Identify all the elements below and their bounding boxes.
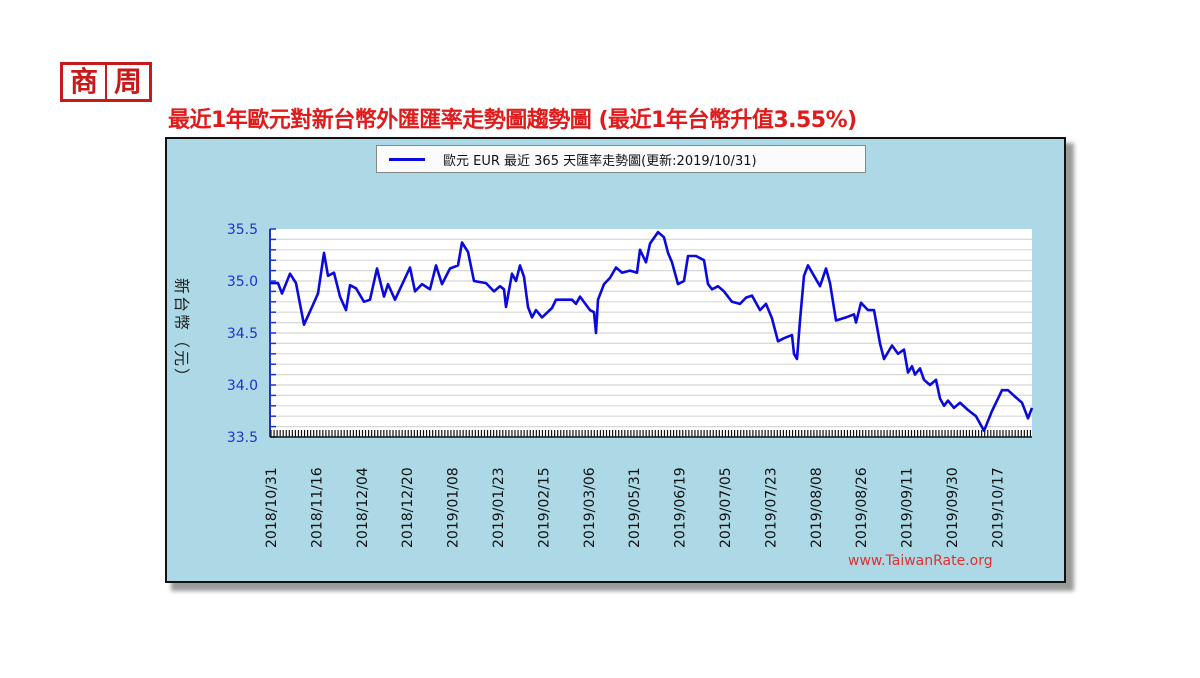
svg-text:2019/07/23: 2019/07/23 xyxy=(763,467,779,548)
svg-text:2019/09/11: 2019/09/11 xyxy=(900,467,916,548)
svg-text:2019/08/26: 2019/08/26 xyxy=(854,467,870,548)
svg-text:34.5: 34.5 xyxy=(227,326,258,342)
svg-text:2019/08/08: 2019/08/08 xyxy=(809,467,825,548)
svg-text:33.5: 33.5 xyxy=(227,430,258,446)
headline: 最近1年歐元對新台幣外匯匯率走勢圖趨勢圖 (最近1年台幣升值3.55%) xyxy=(168,108,857,133)
logo: 商 周 xyxy=(60,62,152,102)
y-axis-label: 新台幣（元） xyxy=(172,278,191,386)
svg-text:2019/02/15: 2019/02/15 xyxy=(536,467,552,548)
gridlines xyxy=(270,238,1032,428)
svg-text:2019/03/06: 2019/03/06 xyxy=(582,467,598,548)
y-axis: 35.5 35.0 34.5 34.0 33.5 xyxy=(227,222,276,446)
svg-text:2019/09/30: 2019/09/30 xyxy=(945,467,961,548)
svg-text:2018/12/04: 2018/12/04 xyxy=(355,467,371,548)
svg-text:35.0: 35.0 xyxy=(227,274,258,290)
logo-char-2: 周 xyxy=(107,65,149,99)
svg-text:2019/05/31: 2019/05/31 xyxy=(627,467,643,548)
legend-label: 歐元 EUR 最近 365 天匯率走勢圖(更新:2019/10/31) xyxy=(443,153,757,169)
svg-text:2019/07/05: 2019/07/05 xyxy=(718,467,734,548)
svg-text:34.0: 34.0 xyxy=(227,378,258,394)
svg-text:2019/01/08: 2019/01/08 xyxy=(446,467,462,548)
svg-text:2018/11/16: 2018/11/16 xyxy=(309,467,325,548)
x-axis: 2018/10/31 2018/11/16 2018/12/04 2018/12/20… xyxy=(264,430,1032,548)
logo-char-1: 商 xyxy=(63,65,105,99)
legend-swatch xyxy=(389,157,425,161)
svg-text:2019/06/19: 2019/06/19 xyxy=(673,467,689,548)
svg-text:2018/10/31: 2018/10/31 xyxy=(264,467,280,548)
legend: 歐元 EUR 最近 365 天匯率走勢圖(更新:2019/10/31) xyxy=(376,145,866,173)
series-line-eur xyxy=(270,230,1034,433)
svg-text:2019/10/17: 2019/10/17 xyxy=(990,467,1006,548)
svg-text:2019/01/23: 2019/01/23 xyxy=(491,467,507,548)
svg-text:35.5: 35.5 xyxy=(227,222,258,238)
svg-text:2018/12/20: 2018/12/20 xyxy=(400,467,416,548)
watermark: www.TaiwanRate.org xyxy=(848,553,993,569)
